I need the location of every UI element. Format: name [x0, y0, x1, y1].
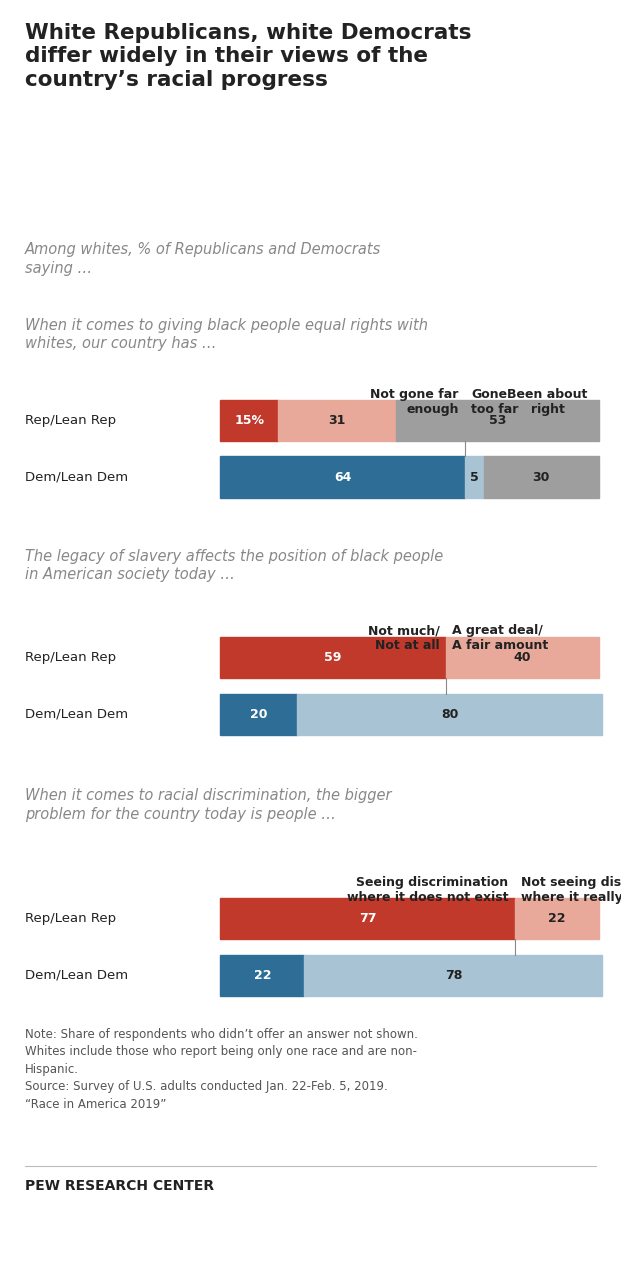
Text: Dem/Lean Dem: Dem/Lean Dem — [25, 470, 128, 484]
Bar — [304, 955, 602, 996]
Text: Note: Share of respondents who didn’t offer an answer not shown.
Whites include : Note: Share of respondents who didn’t of… — [25, 1028, 418, 1111]
Text: 22: 22 — [254, 968, 271, 982]
Bar — [220, 955, 304, 996]
Bar — [484, 456, 599, 498]
Text: Rep/Lean Rep: Rep/Lean Rep — [25, 414, 116, 427]
Text: Rep/Lean Rep: Rep/Lean Rep — [25, 651, 116, 665]
Text: 40: 40 — [514, 651, 531, 665]
Text: Dem/Lean Dem: Dem/Lean Dem — [25, 707, 128, 721]
Text: The legacy of slavery affects the position of black people
in American society t: The legacy of slavery affects the positi… — [25, 549, 443, 583]
Bar — [220, 400, 278, 441]
Text: 22: 22 — [548, 912, 565, 926]
Text: A great deal/
A fair amount: A great deal/ A fair amount — [452, 624, 548, 652]
Bar — [278, 400, 396, 441]
Text: 53: 53 — [489, 414, 506, 427]
Bar — [220, 637, 446, 678]
Text: PEW RESEARCH CENTER: PEW RESEARCH CENTER — [25, 1179, 214, 1193]
Text: Not seeing discrimination
where it really does exist: Not seeing discrimination where it reall… — [521, 876, 621, 904]
Text: White Republicans, white Democrats
differ widely in their views of the
country’s: White Republicans, white Democrats diffe… — [25, 23, 471, 90]
Text: Not much/
Not at all: Not much/ Not at all — [368, 624, 440, 652]
Text: When it comes to giving black people equal rights with
whites, our country has …: When it comes to giving black people equ… — [25, 318, 428, 352]
Bar — [396, 400, 599, 441]
Bar — [515, 898, 599, 939]
Text: 78: 78 — [445, 968, 462, 982]
Text: Among whites, % of Republicans and Democrats
saying …: Among whites, % of Republicans and Democ… — [25, 242, 381, 276]
Text: 30: 30 — [533, 470, 550, 484]
Text: When it comes to racial discrimination, the bigger
problem for the country today: When it comes to racial discrimination, … — [25, 788, 391, 822]
Text: 77: 77 — [359, 912, 376, 926]
Bar — [297, 694, 602, 735]
Text: 64: 64 — [334, 470, 351, 484]
Text: 5: 5 — [470, 470, 479, 484]
Text: Been about
right: Been about right — [507, 388, 587, 416]
Bar — [220, 456, 465, 498]
Text: 59: 59 — [324, 651, 342, 665]
Bar — [446, 637, 599, 678]
Bar — [220, 898, 515, 939]
Text: Rep/Lean Rep: Rep/Lean Rep — [25, 912, 116, 926]
Text: Gone
too far: Gone too far — [471, 388, 519, 416]
Text: 80: 80 — [441, 707, 458, 721]
Text: 31: 31 — [329, 414, 346, 427]
Bar — [465, 456, 484, 498]
Bar — [220, 694, 297, 735]
Text: 15%: 15% — [234, 414, 264, 427]
Text: Seeing discrimination
where it does not exist: Seeing discrimination where it does not … — [347, 876, 509, 904]
Text: Not gone far
enough: Not gone far enough — [370, 388, 459, 416]
Text: Dem/Lean Dem: Dem/Lean Dem — [25, 968, 128, 982]
Text: 20: 20 — [250, 707, 268, 721]
